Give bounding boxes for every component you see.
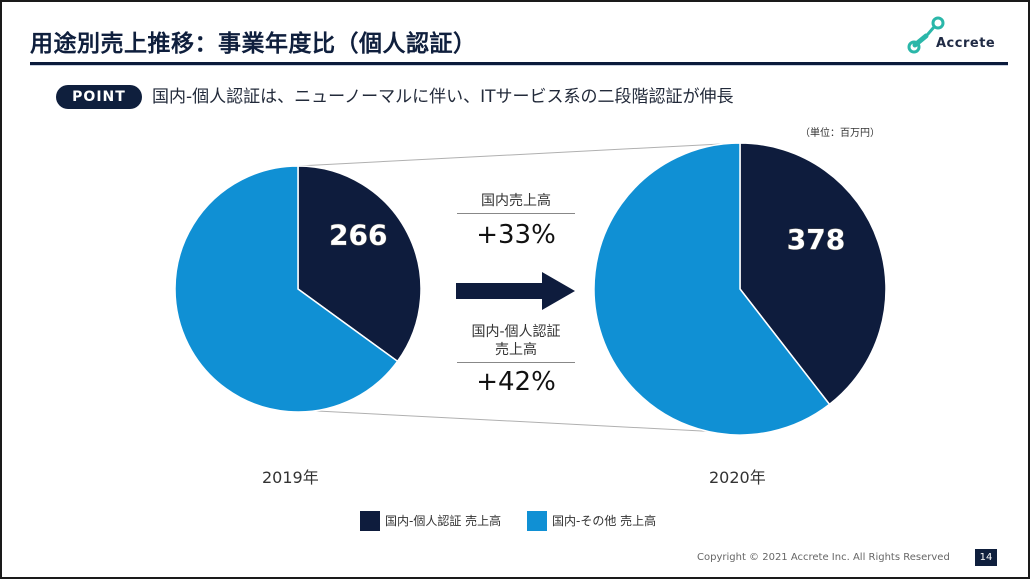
growth-personal-label-line1: 国内-個人認証 [471, 324, 561, 340]
growth-personal-label-line2: 売上高 [495, 342, 537, 358]
connector-line-top [297, 142, 741, 167]
year-label-2020: 2020年 [709, 468, 766, 487]
legend-swatch-personal [360, 510, 380, 531]
pie-0-slice-1 [174, 165, 399, 413]
copyright: Copyright © 2021 Accrete Inc. All Rights… [697, 552, 950, 563]
growth-domestic-label: 国内売上高 [481, 193, 551, 209]
growth-domestic-value: +33% [476, 220, 556, 250]
pie-1-slice-label: 378 [787, 223, 845, 256]
point-text: 国内-個人認証は、ニューノーマルに伴い、ITサービス系の二段階認証が伸長 [152, 87, 734, 107]
page-title: 用途別売上推移：事業年度比（個人認証） [30, 31, 477, 57]
chain-link-icon [907, 16, 945, 54]
legend-label-other: 国内-その他 売上高 [552, 514, 657, 528]
pie-1-slice-0 [739, 142, 887, 406]
point-badge: POINT [56, 85, 142, 109]
unit-label: （単位：百万円） [800, 128, 880, 139]
legend-label-personal: 国内-個人認証 売上高 [385, 514, 502, 528]
growth-arrow-icon [456, 272, 575, 310]
page-number: 14 [975, 549, 997, 566]
legend-item-other: 国内-その他 売上高 [527, 510, 657, 531]
pie-1-slice-1 [593, 142, 831, 436]
growth-personal-rule [457, 362, 575, 363]
growth-domestic-rule [457, 213, 575, 214]
growth-personal-value: +42% [476, 367, 556, 397]
logo-text: Accrete [936, 36, 996, 51]
title-divider-thin [30, 65, 1008, 66]
legend-swatch-other [527, 510, 547, 531]
title-divider [30, 62, 1008, 65]
year-label-2019: 2019年 [262, 468, 319, 487]
pie-0-slice-0 [297, 165, 422, 363]
connector-line-bottom [297, 409, 741, 434]
pie-0-slice-label: 266 [329, 218, 387, 251]
legend-item-personal: 国内-個人認証 売上高 [360, 510, 502, 531]
